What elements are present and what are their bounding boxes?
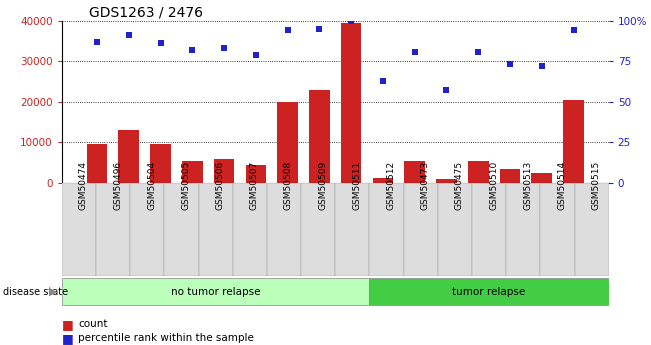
Text: GSM50475: GSM50475 [455,161,464,210]
Text: GDS1263 / 2476: GDS1263 / 2476 [89,6,203,20]
Bar [130,183,164,276]
Text: GSM50509: GSM50509 [318,161,327,210]
Bar [182,160,202,183]
Bar [404,160,425,183]
Text: GSM50513: GSM50513 [523,161,533,210]
Bar [370,183,404,276]
Point [378,78,388,83]
Point [283,28,293,33]
Bar [96,183,130,276]
Bar [62,183,96,276]
Bar [267,183,301,276]
Bar [150,144,171,183]
Bar [277,102,298,183]
Point [409,49,420,54]
Bar [309,90,329,183]
Point [92,39,102,45]
Bar [468,160,488,183]
Text: GSM50515: GSM50515 [592,161,601,210]
Bar [233,183,267,276]
Text: GSM50512: GSM50512 [387,161,396,210]
Bar [62,277,370,306]
Text: GSM50473: GSM50473 [421,161,430,210]
Point [251,52,261,58]
Bar [404,183,437,276]
Bar [370,277,609,306]
Point [346,18,356,23]
Bar [563,100,584,183]
Bar [87,144,107,183]
Bar [335,183,370,276]
Text: tumor relapse: tumor relapse [452,287,526,296]
Text: GSM50504: GSM50504 [147,161,156,210]
Bar [245,165,266,183]
Bar [341,23,361,183]
Bar [199,183,233,276]
Text: GSM50511: GSM50511 [352,161,361,210]
Bar [506,183,540,276]
Point [568,28,579,33]
Point [314,26,325,32]
Text: GSM50510: GSM50510 [489,161,498,210]
Point [156,41,166,46]
Bar [372,178,393,183]
Point [536,63,547,69]
Text: GSM50505: GSM50505 [182,161,191,210]
Bar [472,183,506,276]
Bar [575,183,609,276]
Text: ■: ■ [62,332,74,345]
Point [187,47,197,53]
Bar [531,173,552,183]
Point [441,88,452,93]
Text: GSM50508: GSM50508 [284,161,293,210]
Point [124,32,134,38]
Bar [118,130,139,183]
Text: GSM50514: GSM50514 [557,161,566,210]
Bar [164,183,199,276]
Text: ■: ■ [62,318,74,331]
Point [219,46,229,51]
Bar [540,183,575,276]
Point [473,49,484,54]
Bar [436,179,457,183]
Text: ▶: ▶ [49,287,58,296]
Bar [214,159,234,183]
Text: no tumor relapse: no tumor relapse [171,287,260,296]
Point [505,62,515,67]
Bar [437,183,472,276]
Text: GSM50474: GSM50474 [79,161,88,210]
Text: percentile rank within the sample: percentile rank within the sample [78,333,254,343]
Text: disease state: disease state [3,287,68,296]
Text: GSM50506: GSM50506 [215,161,225,210]
Bar [500,169,520,183]
Text: count: count [78,319,107,329]
Text: GSM50496: GSM50496 [113,161,122,210]
Text: GSM50507: GSM50507 [250,161,259,210]
Bar [301,183,335,276]
